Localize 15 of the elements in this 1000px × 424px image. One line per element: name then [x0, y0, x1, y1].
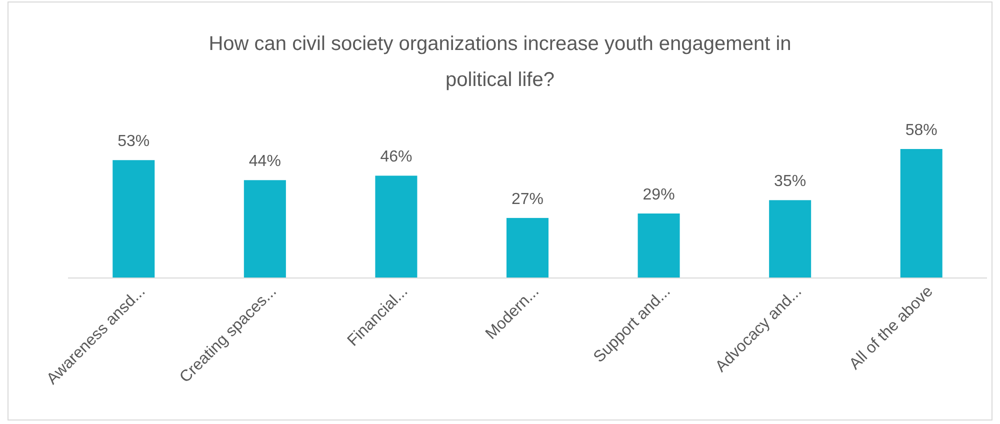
data-label: 46% — [380, 148, 412, 166]
data-label: 44% — [248, 153, 281, 170]
bar — [506, 218, 549, 278]
bar — [112, 160, 155, 278]
bar — [769, 200, 812, 278]
chart-title: How can civil society organizations increase youth engagement in political life? — [208, 33, 792, 91]
bar — [638, 214, 680, 278]
data-label: 53% — [118, 133, 150, 150]
data-label: 27% — [511, 190, 544, 208]
data-label: 29% — [642, 186, 675, 204]
bar — [900, 149, 942, 278]
data-label: 58% — [905, 122, 938, 139]
bar — [375, 176, 418, 278]
data-label: 35% — [774, 173, 806, 190]
bar — [244, 180, 286, 278]
